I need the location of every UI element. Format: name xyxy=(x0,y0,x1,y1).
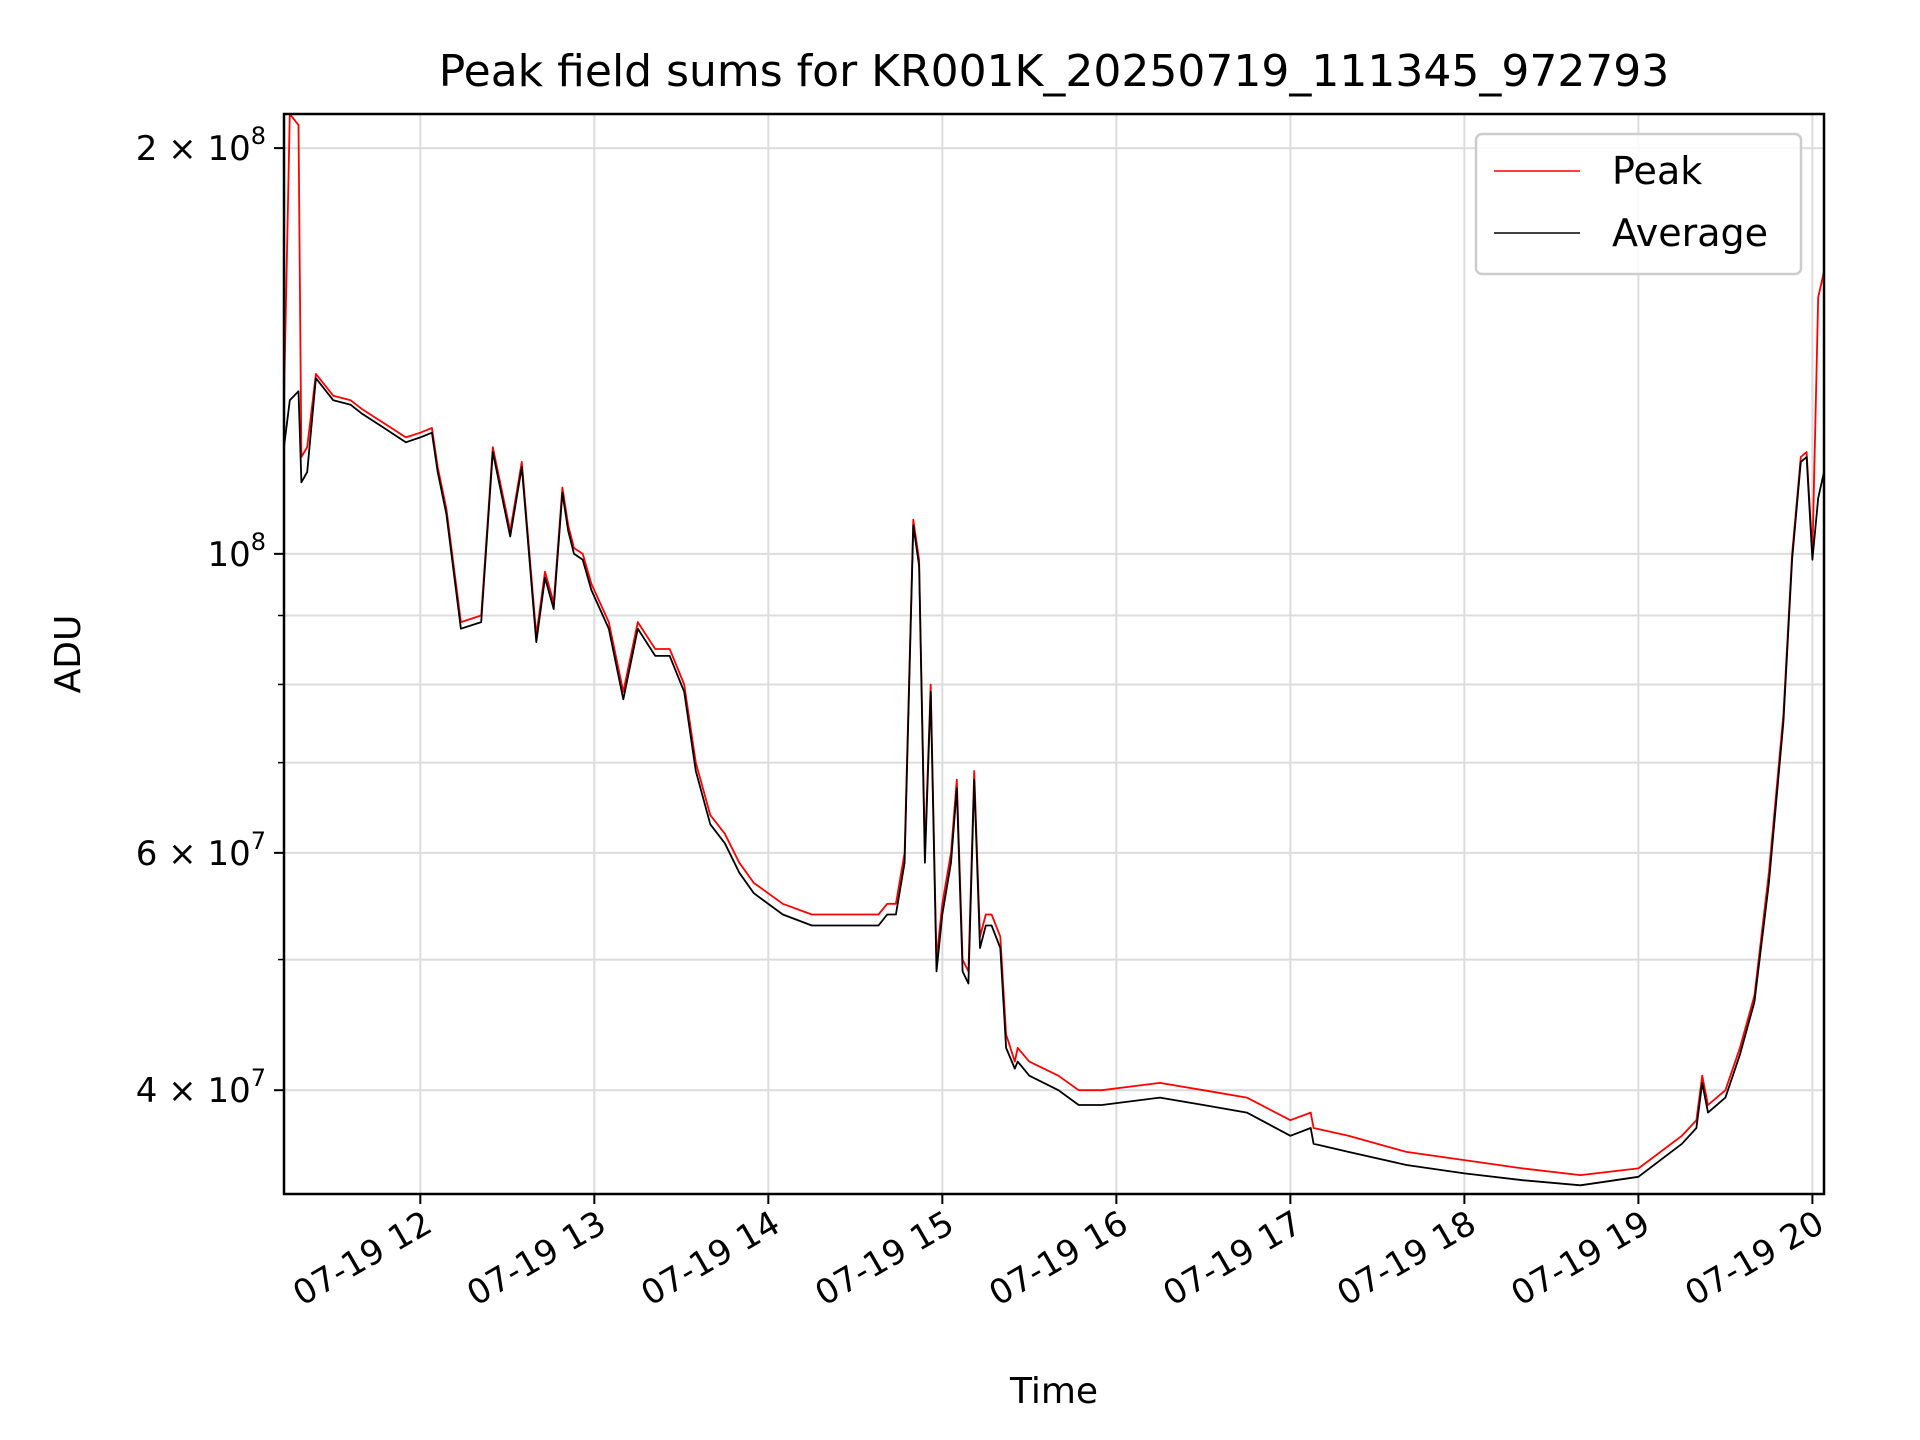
legend-label-peak: Peak xyxy=(1612,149,1702,193)
y-axis: 2 × 108 108 6 × 107 4 × 107 xyxy=(136,122,284,1111)
y-axis-label: ADU xyxy=(48,615,89,694)
legend: Peak Average xyxy=(1474,132,1803,276)
series-line-average xyxy=(284,377,1824,1187)
chart-title: Peak field sums for KR001K_20250719_1113… xyxy=(439,46,1670,97)
y-tick-label: 4 × 107 xyxy=(136,1064,266,1111)
y-tick-label: 6 × 107 xyxy=(136,827,266,874)
y-tick-label: 2 × 108 xyxy=(136,122,266,169)
legend-label-average: Average xyxy=(1612,211,1768,255)
plot-frame xyxy=(282,112,1826,1196)
y-tick-label: 108 xyxy=(207,528,266,575)
series-layer xyxy=(284,114,1824,1187)
legend-box xyxy=(1474,132,1803,276)
x-axis-label: Time xyxy=(1009,1371,1098,1412)
